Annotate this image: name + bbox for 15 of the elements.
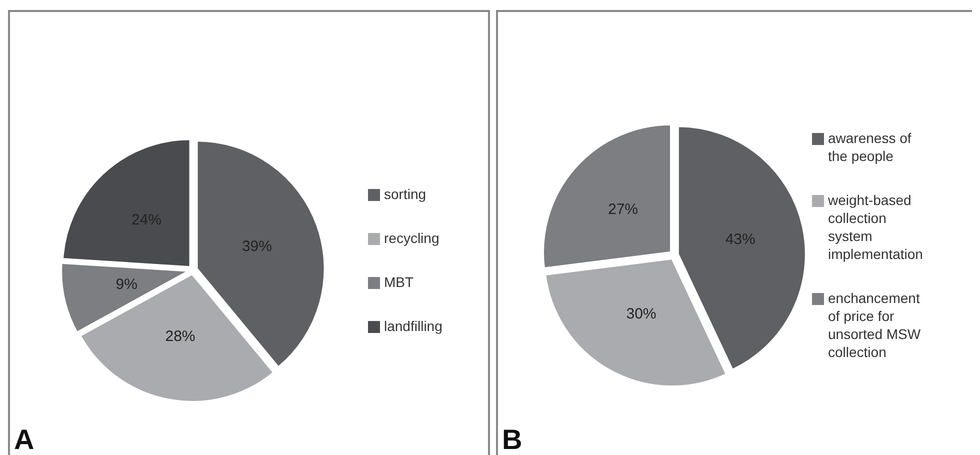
- legend-label: MBT: [384, 274, 414, 290]
- legend-label: awareness of the people: [828, 130, 912, 164]
- legend-label: sorting: [384, 186, 426, 202]
- legend-label: enchancement of price for unsorted MSW collection: [828, 290, 922, 360]
- text: A: [14, 424, 34, 455]
- data-label: 43%: [725, 231, 756, 248]
- legend-label: recycling: [384, 230, 440, 246]
- data-label: 28%: [165, 328, 196, 345]
- data-label: 9%: [116, 276, 138, 293]
- data-label: 30%: [626, 306, 656, 323]
- data-label: 27%: [608, 201, 638, 218]
- text: B: [502, 424, 522, 455]
- legend-label: weight-based collection system implementation: [827, 192, 923, 262]
- legend-label: landfilling: [384, 318, 442, 334]
- data-label: 39%: [242, 238, 272, 255]
